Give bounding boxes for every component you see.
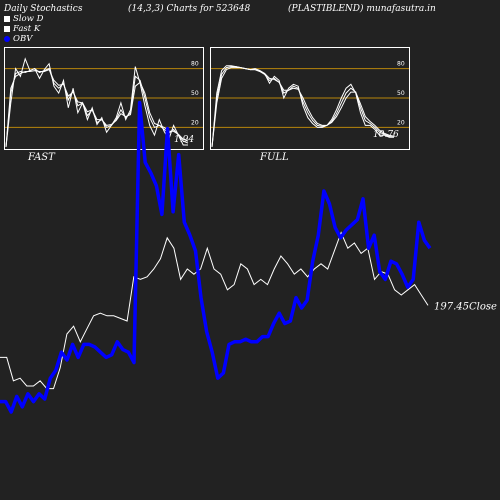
last-close-label: 197.45Close (434, 301, 497, 312)
obv-line (0, 100, 432, 414)
chart-params: (14,3,3) Charts for 523648 (128, 4, 251, 14)
fast-series-line-2 (5, 68, 189, 148)
legend-obv-label: OBV (13, 34, 33, 44)
fast-tick-label: 20 (191, 119, 199, 126)
full-panel-label: FULL (260, 152, 289, 163)
legend-slow-d-swatch (4, 16, 10, 22)
legend-fast-k-label: Fast K (13, 24, 41, 34)
fast-panel-label: FAST (28, 152, 55, 163)
chart-title: Daily Stochastics (4, 4, 83, 14)
full-tick-label: 80 (397, 61, 405, 68)
legend-obv: OBV (4, 34, 43, 44)
fast-stochastic-chart: 80 50 20 1.94 (4, 47, 204, 150)
full-tick-label: 20 (397, 119, 405, 126)
full-stochastic-panel: 80 50 20 10.76 (210, 47, 410, 150)
fast-stochastic-panel: 80 50 20 1.94 (4, 47, 204, 150)
full-last-value: 10.76 (373, 130, 399, 140)
legend-slow-d: Slow D (4, 14, 43, 24)
legend-fast-k-swatch (4, 26, 10, 32)
fast-last-value: 1.94 (174, 135, 194, 145)
legend-obv-swatch (4, 36, 10, 42)
legend-slow-d-label: Slow D (13, 14, 44, 24)
full-tick-label: 50 (397, 90, 405, 97)
legend: Slow D Fast K OBV (4, 14, 43, 44)
chart-source: (PLASTIBLEND) munafasutra.in (288, 4, 436, 14)
full-series-line-2 (211, 67, 395, 148)
full-stochastic-chart: 80 50 20 10.76 (210, 47, 410, 150)
fast-tick-label: 80 (191, 61, 199, 68)
legend-fast-k: Fast K (4, 24, 43, 34)
close-price-line (0, 231, 429, 390)
fast-series-line-1 (5, 67, 189, 148)
fast-tick-label: 50 (191, 90, 199, 97)
